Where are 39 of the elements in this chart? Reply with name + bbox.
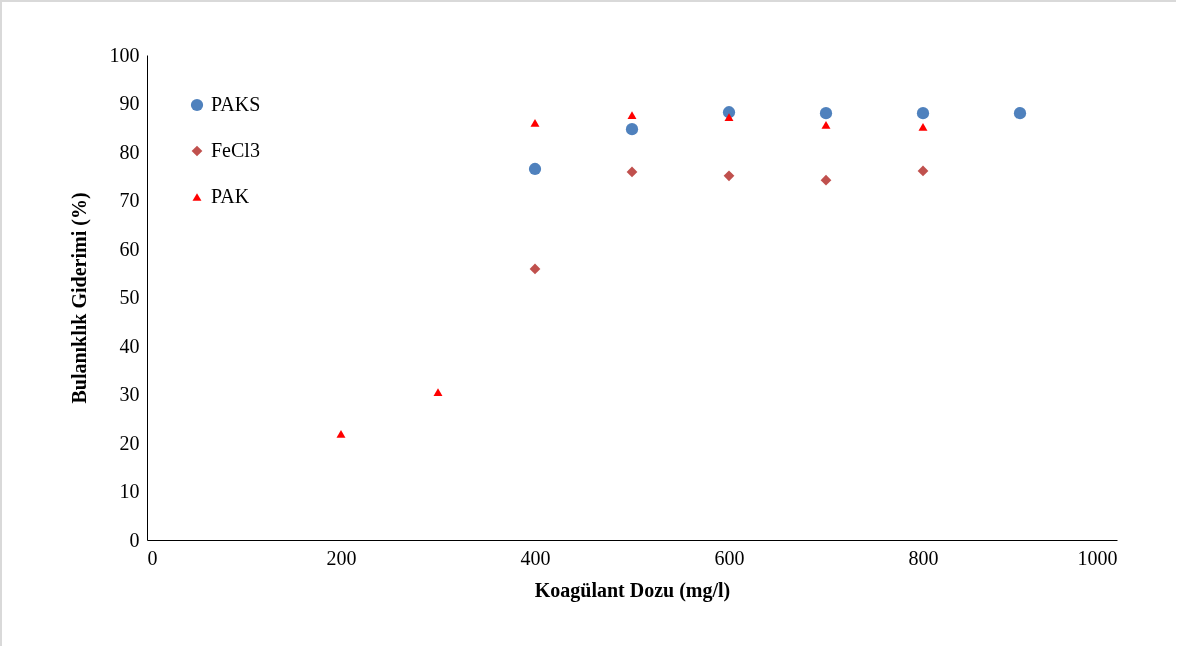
point [819, 107, 833, 120]
y-tick-label: 40 [119, 334, 140, 357]
y-tick-label: 100 [109, 43, 140, 66]
y-tick-label: 90 [119, 92, 140, 114]
point [820, 174, 832, 186]
point [627, 111, 637, 120]
point [918, 122, 928, 131]
point [433, 388, 443, 396]
point [917, 165, 929, 177]
point [724, 113, 734, 121]
point [626, 166, 638, 178]
legend-label: FeCl3 [211, 139, 260, 161]
point [528, 162, 542, 176]
y-tick-label: 10 [119, 480, 140, 502]
point [625, 123, 639, 136]
point [1013, 107, 1027, 120]
x-tick-label: 600 [714, 546, 745, 569]
legend-label: PAK [211, 185, 250, 207]
point [336, 429, 346, 438]
x-tick-label: 1000 [1077, 546, 1118, 569]
y-tick-label: 60 [119, 237, 140, 260]
y-tick-label: 20 [119, 431, 140, 454]
point [723, 170, 735, 182]
y-axis-title: Bulanıklık Giderimi (%) [67, 192, 91, 404]
y-tick-label: 30 [119, 383, 140, 405]
y-tick-label: 70 [119, 189, 140, 211]
y-tick-label: 80 [119, 140, 140, 163]
point [916, 107, 930, 120]
legend-label: PAKS [211, 93, 261, 115]
x-tick-label: 200 [326, 546, 357, 569]
point [529, 263, 541, 275]
x-tick-label: 400 [520, 546, 551, 569]
x-axis-title: Koagülant Dozu (mg/l) [534, 578, 731, 602]
y-tick-label: 50 [119, 286, 140, 308]
point [821, 120, 831, 129]
point [530, 119, 540, 127]
y-tick-label: 0 [129, 528, 140, 551]
x-tick-label: 0 [147, 546, 158, 569]
x-tick-label: 800 [908, 546, 939, 569]
